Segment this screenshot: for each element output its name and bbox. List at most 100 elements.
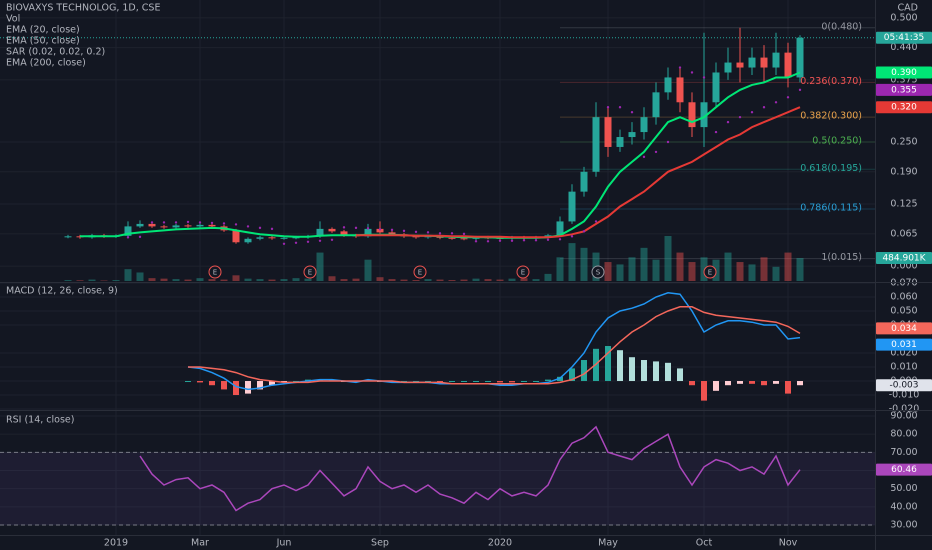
volume-bar (652, 259, 660, 281)
volume-bar (748, 264, 756, 281)
sar-dot (606, 106, 610, 109)
y-tick-label: 0.000 (890, 261, 917, 272)
candle-body (616, 137, 624, 147)
candle-body (64, 236, 72, 238)
candle-body (724, 62, 732, 73)
histogram-bar (461, 381, 467, 383)
sar-dot (198, 221, 202, 224)
candle-body (628, 132, 636, 138)
rsi-line (139, 425, 801, 512)
sar-dot (174, 221, 178, 224)
legend-item: EMA (20, close) (6, 25, 80, 36)
legend-item: EMA (50, close) (6, 36, 80, 47)
candle-body (292, 237, 300, 239)
price-label: 05:41:35 (884, 33, 924, 43)
pane-title: MACD (12, 26, close, 9) (6, 286, 118, 297)
candle-body (388, 232, 396, 235)
volume-bar (628, 257, 636, 281)
histogram-bar (185, 381, 191, 383)
volume-bar (520, 278, 528, 281)
candle-body (580, 171, 588, 192)
event-label: E (308, 269, 312, 277)
x-tick-label: 2019 (104, 538, 128, 549)
histogram-bar (737, 381, 743, 384)
volume-bar (220, 279, 228, 281)
y-tick-label: 70.00 (890, 447, 917, 458)
volume-bar (316, 252, 324, 281)
candle-body (568, 191, 576, 222)
fib-label: 0.382(0.300) (800, 111, 862, 122)
sar-dot (666, 140, 670, 144)
sar-dot (246, 225, 250, 228)
sar-dot (642, 155, 646, 159)
event-label: E (521, 269, 525, 277)
volume-bar (172, 279, 180, 281)
sar-dot (366, 227, 370, 230)
sar-dot (318, 239, 322, 242)
histogram-bar (677, 368, 683, 382)
price-label: 0.034 (891, 324, 917, 334)
volume-bar (340, 279, 348, 281)
sar-dot (354, 226, 358, 230)
volume-bar (472, 278, 480, 281)
price-label-box (876, 463, 932, 476)
event-marker (208, 265, 222, 279)
candle-body (592, 117, 600, 172)
volume-bar (328, 276, 336, 281)
event-marker (303, 265, 317, 279)
sar-dot (282, 242, 286, 245)
histogram-bar (413, 381, 419, 383)
y-tick-label: 0.375 (890, 74, 917, 85)
price-label: -0.003 (889, 381, 918, 391)
candle-body (760, 57, 768, 68)
histogram-bar (689, 381, 695, 386)
sar-dot (294, 241, 298, 244)
currency: CAD (898, 3, 918, 14)
candle-body (280, 237, 288, 239)
x-tick-label: Sep (371, 538, 389, 549)
y-tick-label: 90.00 (890, 410, 917, 421)
sar-dot (234, 223, 238, 226)
candle-body (604, 117, 612, 147)
volume-bar (508, 278, 516, 281)
fib-label: 0.618(0.195) (800, 163, 862, 174)
price-label-box (876, 31, 932, 44)
histogram-bar (485, 381, 491, 383)
y-tick-label: -0.020 (889, 404, 920, 415)
candle-body (172, 225, 180, 228)
legend-item: SAR (0.02, 0.02, 0.2) (6, 47, 105, 58)
candle-body (688, 102, 696, 128)
y-tick-label: 0.020 (890, 348, 917, 359)
candle-body (340, 231, 348, 236)
sar-dot (270, 227, 274, 231)
y-tick-label: 0.500 (890, 12, 917, 23)
sar-dot (570, 235, 574, 238)
histogram-bar (641, 360, 647, 382)
candle-body (136, 223, 144, 227)
sar-dot (258, 226, 262, 230)
volume-bar (136, 272, 144, 281)
histogram-bar (245, 381, 251, 394)
histogram-bar (713, 381, 719, 391)
candle-body (772, 52, 780, 68)
sar-dot (498, 239, 502, 242)
histogram-bar (701, 381, 707, 401)
y-tick-label: 0.010 (890, 362, 917, 373)
chart-title: BIOVAXYS TECHNOLOG, 1D, CSE (6, 3, 160, 14)
price-label: 0.031 (891, 340, 917, 350)
candle-body (748, 57, 756, 68)
sar-dot (486, 240, 490, 243)
histogram-bar (533, 381, 539, 383)
volume-bar (532, 279, 540, 281)
histogram-bar (509, 381, 515, 383)
ema-line (356, 106, 801, 239)
candle-body (712, 72, 720, 103)
histogram-bar (269, 381, 275, 386)
x-tick-label: Jun (276, 538, 292, 549)
y-tick-label: 0.060 (890, 292, 917, 303)
sar-dot (462, 232, 466, 236)
y-tick-label: 50.00 (890, 483, 917, 494)
volume-bar (724, 252, 732, 281)
volume-bar (424, 279, 432, 281)
sar-dot (342, 226, 346, 229)
